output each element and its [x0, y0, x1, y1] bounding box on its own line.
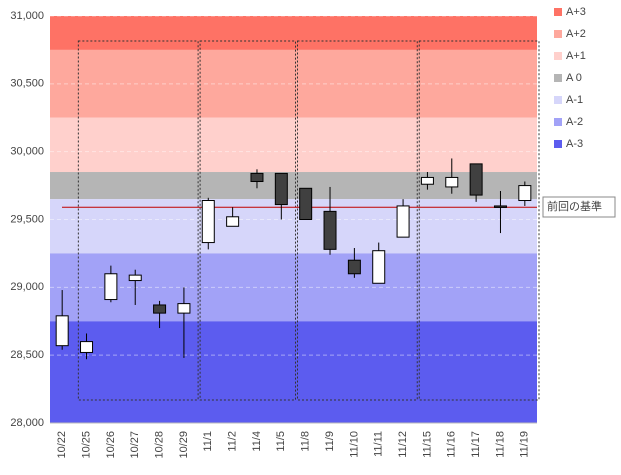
x-tick-label: 11/16 [446, 431, 458, 458]
legend-swatch [554, 52, 562, 60]
legend-swatch [554, 8, 562, 16]
y-tick-label: 29,500 [10, 213, 44, 225]
zone-band [50, 172, 537, 200]
candle-body [55, 315, 69, 347]
x-tick-label: 11/4 [251, 431, 263, 452]
x-tick-label: 10/25 [80, 431, 92, 459]
zone-band [50, 16, 537, 50]
x-tick-label: 11/15 [421, 431, 433, 458]
candle-body [372, 250, 386, 284]
y-tick-label: 29,000 [10, 281, 44, 293]
group-box [199, 40, 297, 401]
candle-body [396, 205, 410, 238]
x-tick-label: 11/17 [470, 431, 482, 458]
x-tick-label: 10/26 [105, 431, 117, 459]
x-tick-label: 11/11 [373, 431, 385, 457]
candle-body [347, 259, 361, 275]
x-tick-label: 11/18 [494, 431, 506, 458]
y-tick-label: 28,500 [10, 349, 44, 361]
candle-body [518, 185, 532, 202]
legend-label: A+3 [566, 6, 586, 18]
x-tick-label: 11/9 [324, 431, 336, 452]
candle-body [299, 187, 313, 220]
x-tick-label: 10/22 [56, 431, 68, 459]
candle-body [201, 200, 215, 244]
candle-body [104, 273, 118, 301]
group-box [77, 40, 199, 401]
legend-swatch [554, 30, 562, 38]
candle-body [177, 303, 191, 314]
reference-label: 前回の基準 [547, 199, 602, 213]
zone-band [50, 117, 537, 173]
candle-body [80, 341, 94, 353]
x-tick-label: 10/28 [153, 431, 165, 459]
legend-label: A-1 [566, 94, 583, 106]
legend-label: A+2 [566, 28, 586, 40]
candle-body [250, 172, 264, 183]
x-tick-label: 10/27 [129, 431, 141, 459]
candle-body [323, 210, 337, 250]
y-tick-label: 31,000 [10, 10, 44, 22]
candle-body [226, 216, 240, 227]
candle-body [274, 172, 288, 206]
candle-body [445, 176, 459, 188]
legend-swatch [554, 118, 562, 126]
group-box [297, 40, 418, 401]
legend-label: A-2 [566, 116, 583, 128]
x-tick-label: 11/1 [202, 431, 214, 452]
candle-body [469, 163, 483, 196]
zone-band [50, 321, 537, 423]
zone-band [50, 253, 537, 322]
x-tick-label: 10/29 [178, 431, 190, 459]
y-tick-label: 30,500 [10, 78, 44, 90]
x-tick-label: 11/19 [519, 431, 531, 458]
legend-swatch [554, 140, 562, 148]
y-tick-label: 30,000 [10, 146, 44, 158]
y-tick-label: 28,000 [10, 417, 44, 429]
legend-swatch [554, 74, 562, 82]
zone-band [50, 49, 537, 118]
reference-label-box [542, 196, 616, 218]
x-tick-label: 11/10 [348, 431, 360, 458]
legend-label: A-3 [566, 138, 583, 150]
candle-body [493, 205, 507, 208]
x-tick-label: 11/8 [300, 431, 312, 452]
candle-body [153, 304, 167, 314]
candle-body [420, 176, 434, 185]
group-box [418, 40, 540, 401]
zone-band [50, 199, 537, 254]
legend-swatch [554, 96, 562, 104]
x-tick-label: 11/2 [227, 431, 239, 452]
x-tick-label: 11/12 [397, 431, 409, 458]
candle-body [128, 274, 142, 282]
x-tick-label: 11/5 [275, 431, 287, 452]
legend-label: A+1 [566, 50, 586, 62]
legend-label: A 0 [566, 72, 582, 84]
